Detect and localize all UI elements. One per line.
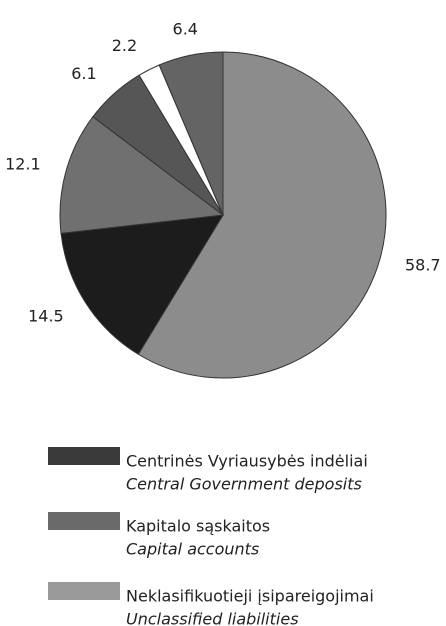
legend-swatch — [48, 582, 120, 600]
data-label: 6.4 — [173, 19, 198, 38]
pie-slice — [59, 116, 225, 234]
legend-label: Kapitalo sąskaitos — [126, 517, 270, 536]
legend-sublabel: Central Government deposits — [126, 475, 362, 494]
data-label: 12.1 — [5, 155, 41, 174]
data-label: 58.7 — [405, 256, 441, 275]
legend-sublabel: Unclassified liabilities — [126, 610, 299, 626]
legend-sublabel: Capital accounts — [126, 540, 259, 559]
data-label: 6.1 — [71, 64, 96, 83]
legend-swatch — [48, 512, 120, 530]
legend-swatch — [48, 447, 120, 465]
legend-label: Centrinės Vyriausybės indėliai — [126, 452, 368, 471]
legend-label: Neklasifikuotieji įsipareigojimai — [126, 587, 374, 606]
data-label: 2.2 — [112, 36, 137, 55]
pie-slice — [158, 51, 224, 216]
pie-slice — [137, 51, 387, 379]
pie-slice — [60, 214, 224, 355]
data-label: 14.5 — [28, 306, 64, 325]
